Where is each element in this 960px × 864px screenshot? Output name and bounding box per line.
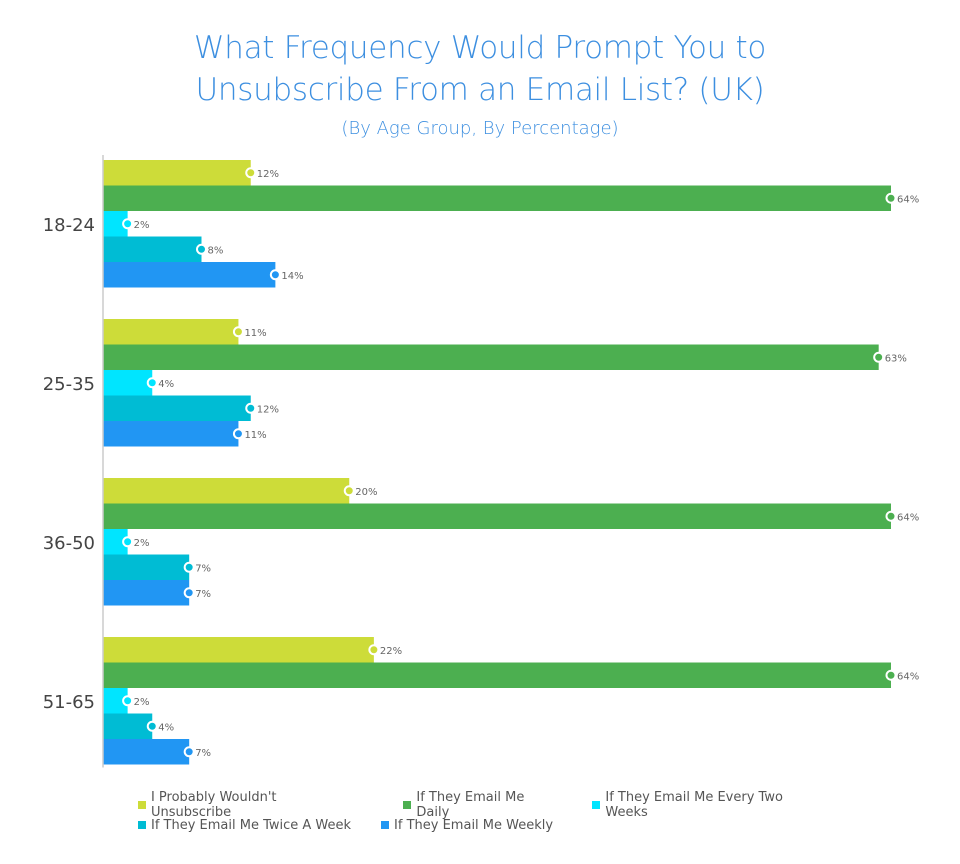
legend-label: If They Email Me Twice A Week [151, 817, 352, 833]
data-label: 11% [244, 328, 266, 339]
legend-swatch [403, 801, 412, 809]
bar [103, 478, 350, 504]
data-label: 2% [134, 697, 150, 708]
data-label: 12% [257, 169, 279, 180]
data-point-marker [122, 536, 134, 548]
data-point-marker [146, 377, 158, 389]
legend-label: If They Email Me Weekly [394, 817, 554, 833]
legend-label: If They Email Me Daily [416, 790, 525, 820]
data-point-marker [196, 243, 207, 255]
legend-item: If They Email Me Every Two Weeks [592, 790, 828, 820]
bar [103, 370, 153, 396]
data-label: 12% [257, 404, 279, 415]
legend-row-2: If They Email Me Twice A Week If They Em… [138, 815, 858, 835]
data-label: 7% [195, 748, 211, 759]
data-label: 4% [158, 379, 174, 390]
bar [103, 637, 374, 663]
bar [103, 344, 879, 370]
chart-subtitle: (By Age Group, By Percentage) [341, 118, 619, 139]
bar [103, 160, 251, 186]
data-label: 2% [134, 538, 150, 549]
data-label: 63% [885, 353, 907, 364]
bar [103, 262, 276, 288]
data-point-marker [146, 720, 158, 732]
legend-swatch [592, 801, 601, 809]
bar [103, 185, 891, 211]
legend-label: I Probably Wouldn't Unsubscribe [150, 790, 277, 820]
data-point-marker [343, 485, 355, 497]
data-point-marker [183, 587, 195, 599]
data-label: 64% [897, 194, 919, 205]
legend-swatch [381, 821, 390, 829]
data-point-marker [183, 746, 195, 758]
data-point-marker [245, 167, 257, 179]
data-point-marker [885, 669, 897, 681]
category-label: 51-65 [43, 692, 95, 713]
bar [103, 662, 891, 688]
data-point-marker [122, 695, 134, 707]
legend-item: If They Email Me Twice A Week [138, 818, 351, 833]
legend: I Probably Wouldn't Unsubscribe If They … [138, 790, 858, 835]
bar [103, 713, 153, 739]
data-label: 7% [195, 589, 211, 600]
bar [103, 421, 239, 447]
data-label: 4% [158, 722, 174, 733]
data-label: 14% [281, 271, 303, 282]
chart-title-line1: What Frequency Would Prompt You to [193, 30, 767, 66]
bar [103, 580, 190, 606]
data-label: 2% [134, 220, 150, 231]
category-label: 18-24 [43, 215, 95, 236]
chart-title-line2: Unsubscribe From an Email List? (UK) [195, 72, 765, 108]
bar [103, 503, 891, 529]
data-point-marker [122, 218, 134, 230]
data-point-marker [245, 402, 257, 414]
bar [103, 739, 190, 765]
data-point-marker [873, 351, 885, 363]
data-label: 64% [897, 671, 919, 682]
category-label: 25-35 [43, 374, 95, 395]
data-label: 11% [244, 430, 266, 441]
data-label: 7% [195, 563, 211, 574]
legend-row-1: I Probably Wouldn't Unsubscribe If They … [138, 790, 858, 820]
data-label: 20% [355, 487, 377, 498]
data-label: 8% [208, 245, 224, 256]
data-point-marker [368, 644, 380, 656]
legend-swatch [138, 801, 146, 809]
bar [103, 319, 239, 345]
data-point-marker [885, 192, 897, 204]
legend-item: If They Email Me Daily [403, 790, 560, 820]
data-point-marker [885, 510, 897, 522]
bar [103, 395, 251, 421]
data-label: 22% [380, 646, 402, 657]
bar [103, 236, 202, 262]
legend-label: If They Email Me Every Two Weeks [605, 790, 783, 820]
legend-swatch [138, 821, 146, 829]
data-label: 64% [897, 512, 919, 523]
legend-item: I Probably Wouldn't Unsubscribe [138, 790, 359, 820]
bar [103, 554, 190, 580]
data-point-marker [183, 561, 195, 573]
data-point-marker [232, 326, 244, 338]
data-point-marker [232, 428, 244, 440]
legend-item: If They Email Me Weekly [381, 818, 553, 833]
data-point-marker [269, 269, 281, 281]
category-label: 36-50 [43, 533, 95, 554]
